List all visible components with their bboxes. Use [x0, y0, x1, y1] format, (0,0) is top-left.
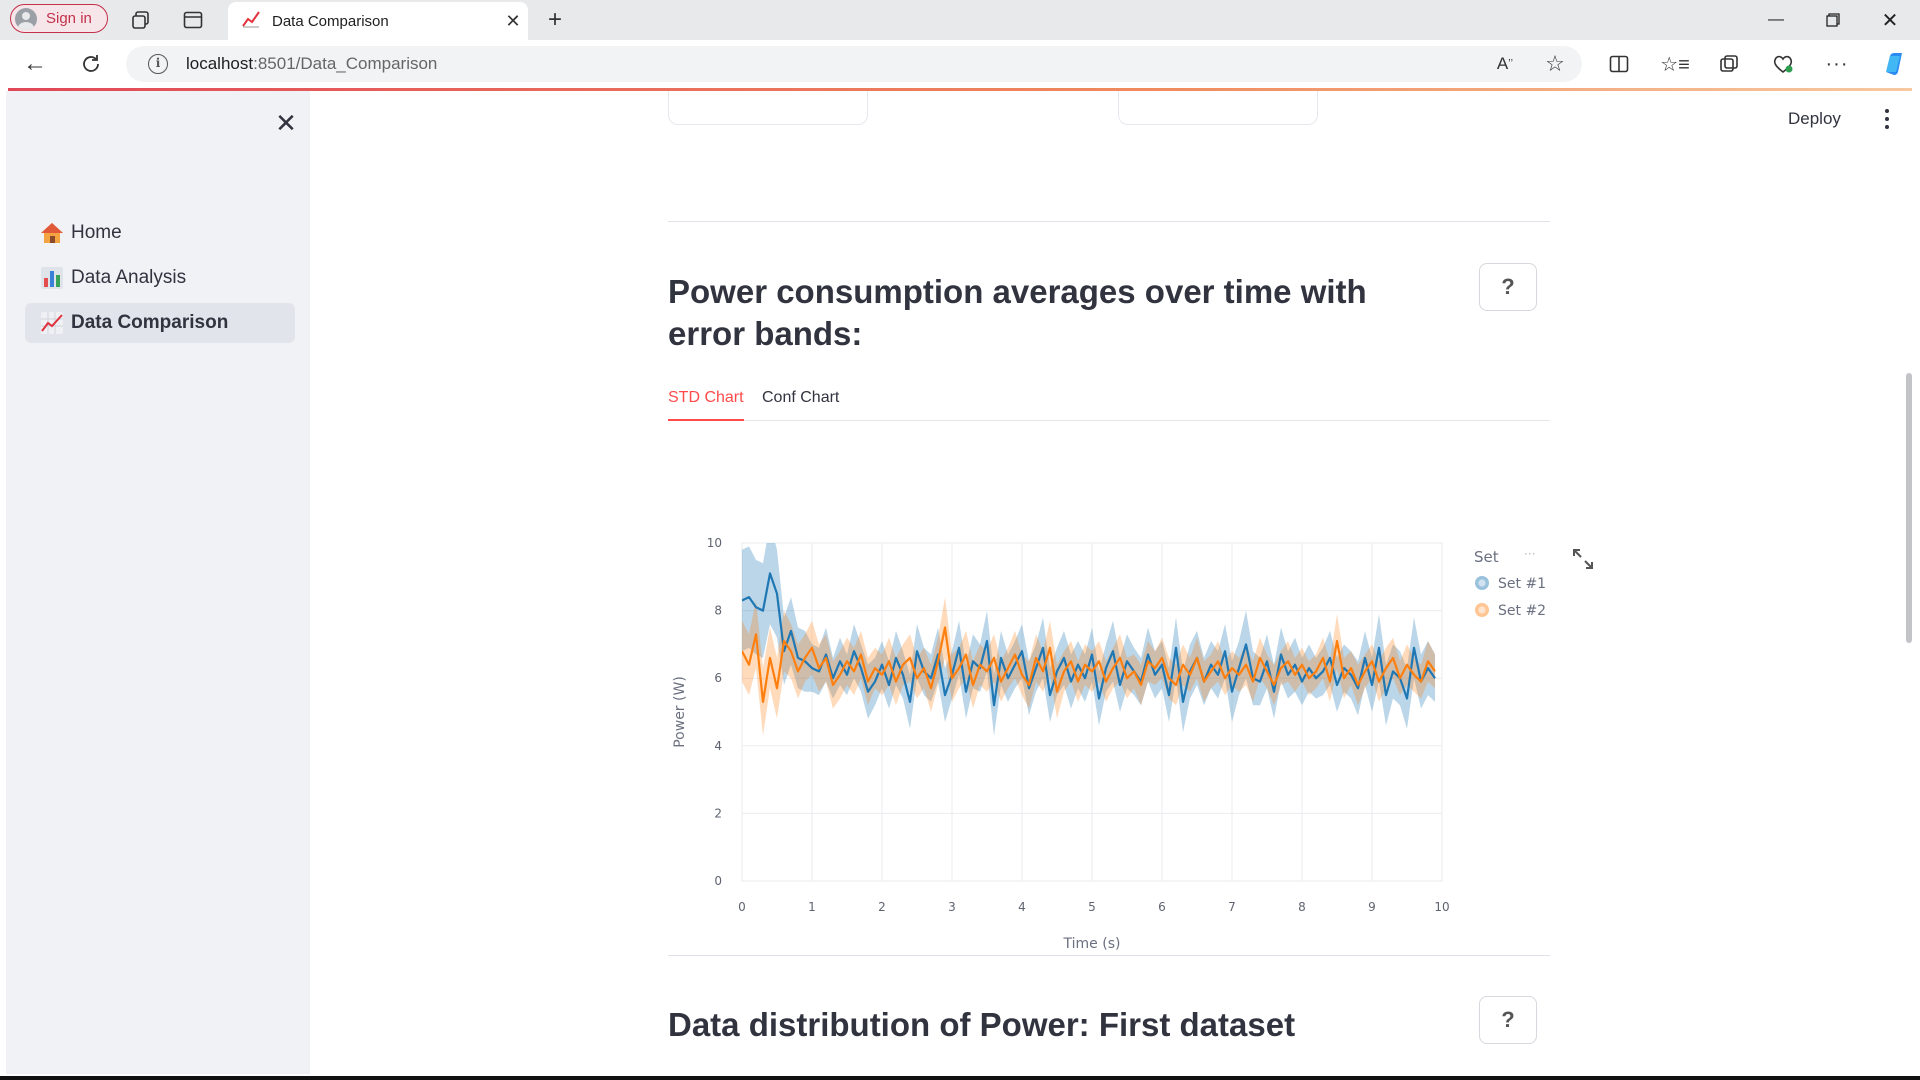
x-tick-label: 2 — [878, 900, 886, 914]
sidebar: ✕ Home Data Analysis Data Comparison — [6, 91, 310, 1074]
url-text: localhost:8501/Data_Comparison — [186, 54, 438, 73]
x-tick-label: 4 — [1018, 900, 1026, 914]
refresh-icon[interactable] — [76, 50, 106, 78]
section-title-distribution: Data distribution of Power: First datase… — [668, 1006, 1296, 1043]
x-tick-label: 3 — [948, 900, 956, 914]
scrolled-widget-right — [1118, 91, 1318, 125]
settings-more-icon[interactable]: ··· — [1825, 52, 1849, 75]
y-tick-label: 6 — [714, 671, 722, 685]
app-main: ✕ Home Data Analysis Data Comparison Dep… — [0, 91, 1920, 1080]
x-axis-label: Time (s) — [1063, 936, 1121, 952]
y-tick-label: 4 — [714, 739, 722, 753]
workspaces-icon[interactable] — [128, 8, 154, 32]
house-icon — [39, 220, 65, 246]
read-aloud-icon[interactable]: A ʼʼ — [1496, 54, 1514, 73]
sidebar-item-data-analysis[interactable]: Data Analysis — [25, 258, 295, 298]
sidebar-item-home[interactable]: Home — [25, 213, 295, 253]
split-screen-icon[interactable] — [1604, 50, 1634, 78]
minimize-icon[interactable]: — — [1768, 11, 1784, 28]
sign-in-button[interactable]: Sign in — [10, 4, 108, 33]
legend-label: Set #2 — [1498, 603, 1546, 619]
sidebar-item-label: Home — [71, 222, 122, 243]
collections-icon[interactable] — [1714, 50, 1744, 78]
help-button[interactable]: ? — [1479, 996, 1537, 1044]
vertical-tabs-icon[interactable] — [180, 8, 206, 32]
main-menu-icon[interactable] — [1876, 105, 1898, 133]
section-divider — [668, 221, 1550, 222]
new-tab-icon[interactable]: + — [547, 6, 562, 33]
profile-avatar-icon — [15, 7, 37, 30]
x-tick-label: 0 — [738, 900, 746, 914]
fullscreen-expand-icon[interactable] — [1572, 548, 1594, 570]
restore-icon[interactable] — [1805, 0, 1861, 40]
series-line-set-2 — [742, 626, 1436, 703]
url-field[interactable]: i localhost:8501/Data_Comparison — [126, 46, 1582, 82]
legend-more-icon: ··· — [1524, 547, 1535, 561]
x-tick-label: 8 — [1298, 900, 1306, 914]
sidebar-item-data-comparison[interactable]: Data Comparison — [25, 303, 295, 343]
x-tick-label: 6 — [1158, 900, 1166, 914]
copilot-icon[interactable] — [1878, 48, 1910, 80]
address-bar: ← i localhost:8501/Data_Comparison A ʼʼ ☆… — [0, 40, 1920, 88]
deploy-button[interactable]: Deploy — [1788, 109, 1841, 128]
y-tick-label: 8 — [714, 604, 722, 618]
x-tick-label: 5 — [1088, 900, 1096, 914]
active-browser-tab[interactable]: Data Comparison ✕ — [228, 2, 528, 40]
series-line-set-1 — [742, 572, 1436, 707]
tab-title: Data Comparison — [272, 12, 389, 30]
browser-tab-bar: Sign in Data Comparison ✕ + — ✕ — [0, 0, 1920, 40]
sidebar-item-label: Data Analysis — [71, 267, 187, 288]
error-band-set-1 — [742, 543, 1435, 736]
power-chart[interactable]: 0 1 2 3 4 5 6 7 8 9 10 0 2 4 6 8 10 Time (s) Power (W) Set ·… — [662, 433, 1602, 973]
sidebar-item-label: Data Comparison — [71, 312, 229, 333]
scrolled-widget-left — [668, 91, 868, 125]
back-arrow-icon[interactable]: ← — [23, 50, 47, 77]
browser-essentials-icon[interactable] — [1768, 50, 1798, 78]
x-tick-label: 9 — [1368, 900, 1376, 914]
page-scrollbar[interactable] — [1906, 373, 1912, 643]
section-divider — [668, 955, 1550, 956]
y-axis-label: Power (W) — [672, 676, 688, 748]
tab-conf-chart[interactable]: Conf Chart — [762, 389, 840, 406]
x-tick-label: 7 — [1228, 900, 1236, 914]
bar-chart-icon — [39, 265, 65, 291]
y-tick-label: 10 — [707, 536, 722, 550]
favorite-star-icon[interactable]: ☆ — [1545, 51, 1565, 76]
x-tick-label: 10 — [1434, 900, 1449, 914]
y-tick-label: 0 — [714, 874, 722, 888]
tab-favicon-chart-icon — [242, 10, 260, 33]
tab-std-chart[interactable]: STD Chart — [668, 383, 744, 421]
site-info-icon[interactable]: i — [148, 54, 168, 74]
power-line-chart-svg: 0 1 2 3 4 5 6 7 8 9 10 0 2 4 6 8 10 Time (s) Power (W) Set ·… — [672, 536, 1546, 952]
y-tick-label: 2 — [714, 806, 722, 820]
x-tick-label: 1 — [808, 900, 816, 914]
tab-close-icon[interactable]: ✕ — [505, 10, 521, 31]
sidebar-close-icon[interactable]: ✕ — [275, 107, 297, 138]
legend-swatch-inner — [1478, 579, 1486, 587]
sign-in-label: Sign in — [46, 10, 92, 27]
favorites-list-icon[interactable]: ☆≡ — [1660, 53, 1690, 76]
legend-title: Set — [1474, 548, 1499, 566]
page-load-progress — [8, 88, 1912, 91]
window-close-icon[interactable]: ✕ — [1881, 9, 1899, 32]
chart-tabs: STD Chart Conf Chart — [668, 383, 1550, 421]
section-title-power-averages: Power consumption averages over time wit… — [668, 273, 1367, 352]
chart-increasing-icon — [39, 310, 65, 336]
window-bottom-edge — [0, 1076, 1920, 1080]
legend-swatch-inner — [1478, 606, 1486, 614]
help-button[interactable]: ? — [1479, 263, 1537, 311]
legend-label: Set #1 — [1498, 576, 1546, 592]
